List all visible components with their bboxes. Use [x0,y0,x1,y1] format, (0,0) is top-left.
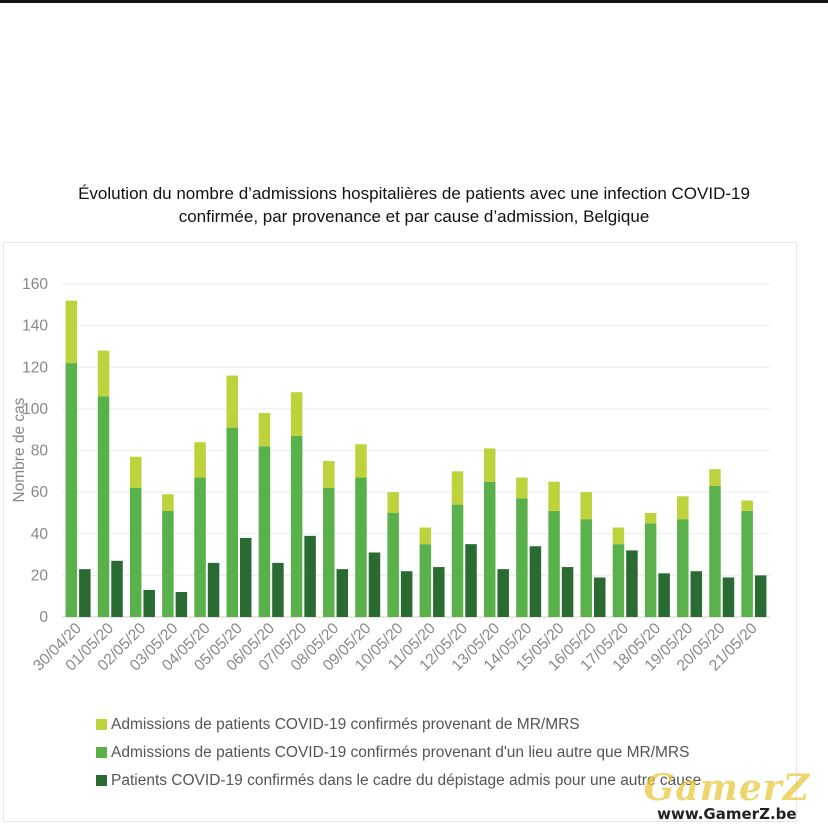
bar-depistage [754,575,767,617]
legend-label-depistage: Patients COVID-19 confirmés dans le cadr… [111,771,702,789]
bar-mr_mrs [194,442,206,478]
y-tick-label: 100 [22,401,48,418]
bar-mr_mrs [709,469,721,486]
bar-mr_mrs [323,460,335,488]
bar-autre [451,504,464,617]
bar-autre [226,427,238,617]
bar-autre [612,544,625,617]
bar-depistage [433,567,445,617]
bar-depistage [79,569,91,617]
bar-autre [323,487,335,617]
bar-autre [516,498,528,617]
bar-mr_mrs [97,350,110,397]
y-tick-label: 120 [22,359,48,376]
bar-autre [419,544,432,617]
bar-autre [387,512,399,617]
bar-depistage [272,562,284,617]
bar-depistage [690,571,703,617]
y-tick-label: 20 [31,567,49,584]
bar-depistage [240,537,252,617]
legend-swatch-autre [96,747,107,758]
bar-autre [677,519,689,617]
bar-mr_mrs [580,492,592,520]
bar-autre [580,519,592,617]
bar-depistage [368,552,381,617]
watermark-logo: GamerZ [643,767,810,809]
bar-mr_mrs [65,300,78,364]
bar-depistage [497,569,509,617]
watermark: GamerZ www.GamerZ.be [644,770,810,823]
bar-depistage [111,560,123,617]
y-tick-label: 0 [39,609,48,626]
bar-depistage [336,569,349,617]
legend-item-depistage: Patients COVID-19 confirmés dans le cadr… [96,768,701,793]
bar-autre [355,477,367,617]
bar-depistage [400,571,413,617]
bar-depistage [722,577,735,617]
bar-mr_mrs [355,444,367,478]
bar-autre [258,446,271,617]
legend-label-autre: Admissions de patients COVID-19 confirmé… [111,743,690,761]
bar-autre [741,510,753,617]
bar-autre [644,523,657,617]
bar-depistage [175,592,188,617]
legend-swatch-mr-mrs [96,719,107,730]
bar-depistage [529,546,542,617]
bar-mr_mrs [548,481,560,511]
y-tick-label: 140 [22,318,48,335]
bar-mr_mrs [258,413,271,447]
bar-autre [129,487,142,617]
bar-mr_mrs [516,477,528,499]
bar-autre [709,485,721,617]
bar-mr_mrs [612,527,625,545]
legend: Admissions de patients COVID-19 confirmé… [96,712,701,796]
bar-mr_mrs [677,496,689,520]
bar-mr_mrs [419,527,432,545]
y-tick-label: 40 [31,526,49,543]
bar-depistage [465,544,477,617]
chart-title-line-1: Évolution du nombre d’admissions hospita… [78,184,750,203]
bar-depistage [304,535,316,617]
legend-swatch-depistage [96,775,107,786]
bar-mr_mrs [290,392,303,436]
bar-depistage [207,562,220,617]
bar-mr_mrs [644,512,657,524]
bar-autre [290,435,303,617]
watermark-url: www.GamerZ.be [657,805,797,823]
legend-item-mr-mrs: Admissions de patients COVID-19 confirmé… [96,712,701,737]
chart-title: Évolution du nombre d’admissions hospita… [20,182,808,228]
bar-mr_mrs [387,492,399,513]
bar-mr_mrs [451,471,464,505]
bar-autre [162,510,174,617]
y-axis-label: Nombre de cas [11,397,28,502]
bar-autre [65,363,78,617]
y-tick-label: 60 [31,484,49,501]
bar-depistage [561,567,574,617]
bar-autre [194,477,206,617]
chart-title-line-2: confirmée, par provenance et par cause d… [178,207,650,226]
bar-autre [483,481,496,617]
bar-mr_mrs [741,500,753,511]
bar-depistage [594,577,606,617]
bar-mr_mrs [483,448,496,482]
bar-mr_mrs [162,494,174,511]
bar-depistage [658,573,670,617]
bar-mr_mrs [129,456,142,488]
chart-frame [3,242,797,822]
bar-mr_mrs [226,375,238,428]
bar-depistage [143,589,155,617]
legend-item-autre: Admissions de patients COVID-19 confirmé… [96,740,701,765]
y-tick-label: 160 [22,276,48,293]
legend-label-mr-mrs: Admissions de patients COVID-19 confirmé… [111,715,580,733]
bar-depistage [626,550,638,617]
y-tick-label: 80 [31,443,49,460]
top-border [0,0,828,3]
bar-autre [97,396,110,617]
bar-autre [548,510,560,617]
